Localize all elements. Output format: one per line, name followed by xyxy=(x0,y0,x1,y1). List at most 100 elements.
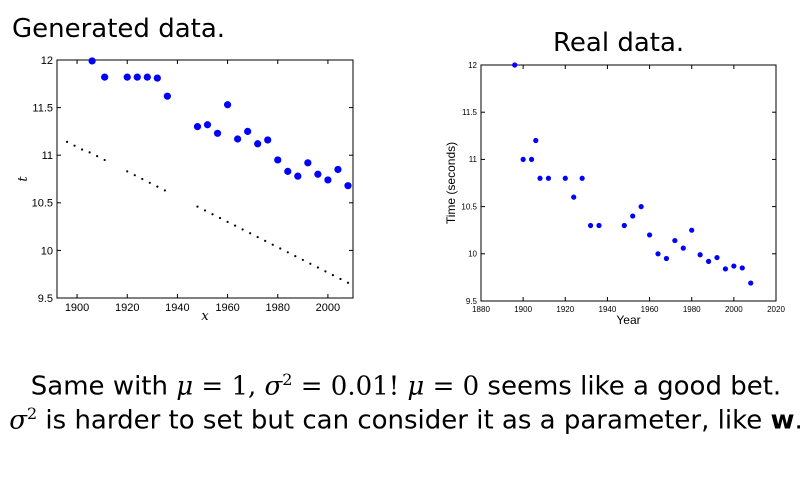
data-point xyxy=(562,175,568,181)
data-point xyxy=(587,222,594,229)
data-point xyxy=(314,170,322,178)
data-point xyxy=(193,123,202,131)
plot-frame xyxy=(480,64,777,302)
data-point xyxy=(143,73,151,81)
model-point xyxy=(65,140,69,143)
y-tick-label: 10 xyxy=(468,250,477,259)
model-point xyxy=(279,247,282,250)
data-point xyxy=(705,258,712,264)
data-point xyxy=(101,73,109,81)
data-point xyxy=(680,245,686,251)
x-tick-label: 2020 xyxy=(767,305,785,314)
data-point xyxy=(334,165,342,174)
data-point xyxy=(520,156,526,162)
y-tick-label: 10 xyxy=(41,245,53,257)
model-point xyxy=(96,155,99,158)
data-point xyxy=(697,252,703,258)
model-point xyxy=(211,213,214,216)
x-tick-label: 1880 xyxy=(472,305,490,314)
model-point xyxy=(218,216,222,220)
data-point xyxy=(638,204,644,210)
model-point xyxy=(294,255,297,258)
data-point xyxy=(579,175,585,181)
data-point xyxy=(571,194,577,200)
data-point xyxy=(537,175,543,181)
data-point xyxy=(324,176,332,184)
x-axis-label: x xyxy=(201,309,209,324)
mu-symbol: μ xyxy=(407,371,425,402)
model-point xyxy=(88,151,91,154)
x-tick-label: 1980 xyxy=(266,302,290,314)
square-exponent: 2 xyxy=(26,404,38,423)
caption-line-2: σ2 is harder to set but can consider it … xyxy=(0,404,812,436)
data-point xyxy=(596,222,602,229)
caption-text: Same with xyxy=(30,371,177,402)
caption-text: = 0.01! xyxy=(292,371,408,402)
data-point xyxy=(274,156,282,164)
data-point xyxy=(264,136,272,144)
mu-symbol: μ xyxy=(176,371,194,402)
model-point xyxy=(339,277,342,281)
x-tick-label: 1920 xyxy=(556,305,574,314)
caption-text: seems like a good bet. xyxy=(479,371,782,402)
data-point xyxy=(284,167,292,175)
chart-right-title: Real data. xyxy=(553,28,685,58)
model-point xyxy=(156,185,159,188)
y-tick-label: 11.5 xyxy=(32,102,53,114)
caption-text: = 0 xyxy=(424,371,480,402)
model-point xyxy=(316,266,319,269)
data-point xyxy=(123,73,131,81)
y-tick-label: 11.5 xyxy=(462,108,478,117)
model-point xyxy=(249,232,252,235)
model-point xyxy=(324,270,327,273)
y-tick-label: 12 xyxy=(41,55,53,67)
y-tick-label: 10.5 xyxy=(461,202,477,211)
plot-frame xyxy=(56,59,354,299)
data-point xyxy=(133,73,141,81)
data-point xyxy=(344,182,352,190)
square-exponent: 2 xyxy=(282,370,293,389)
y-tick-label: 11 xyxy=(42,150,53,162)
model-point xyxy=(256,235,259,239)
x-tick-label: 1940 xyxy=(599,305,617,314)
x-tick-label: 2000 xyxy=(725,305,743,314)
data-point xyxy=(153,74,161,82)
x-tick-label: 1960 xyxy=(641,305,659,314)
caption-text: . xyxy=(794,405,803,436)
model-point xyxy=(126,170,129,173)
data-point xyxy=(714,254,720,261)
y-tick-label: 11 xyxy=(469,155,478,164)
data-point xyxy=(213,129,222,137)
y-tick-label: 12 xyxy=(468,61,477,70)
data-point xyxy=(689,227,695,233)
caption-text: is harder to set but can consider it as … xyxy=(37,405,771,436)
model-point xyxy=(163,189,166,192)
model-point xyxy=(80,148,84,151)
model-point xyxy=(148,181,151,184)
sigma-symbol: σ xyxy=(9,405,27,436)
data-point xyxy=(223,101,232,109)
data-point xyxy=(672,237,678,244)
y-axis-label: Time (seconds) xyxy=(444,142,458,224)
model-point xyxy=(73,144,76,147)
data-point xyxy=(621,222,627,229)
data-point xyxy=(234,135,242,143)
model-point xyxy=(141,177,144,181)
model-point xyxy=(226,220,229,223)
data-point xyxy=(663,255,670,262)
x-axis-label: Year xyxy=(616,313,640,327)
model-point xyxy=(203,209,207,212)
data-point xyxy=(646,232,653,238)
model-point xyxy=(196,205,199,208)
data-point xyxy=(88,57,96,65)
model-point xyxy=(301,258,304,262)
data-point xyxy=(655,251,661,257)
model-point xyxy=(286,251,289,254)
x-tick-label: 1900 xyxy=(65,302,89,314)
sigma-symbol: σ xyxy=(264,371,283,402)
data-point xyxy=(163,92,171,100)
y-tick-label: 10.5 xyxy=(32,198,53,210)
model-point xyxy=(346,281,350,284)
data-point xyxy=(739,265,745,271)
